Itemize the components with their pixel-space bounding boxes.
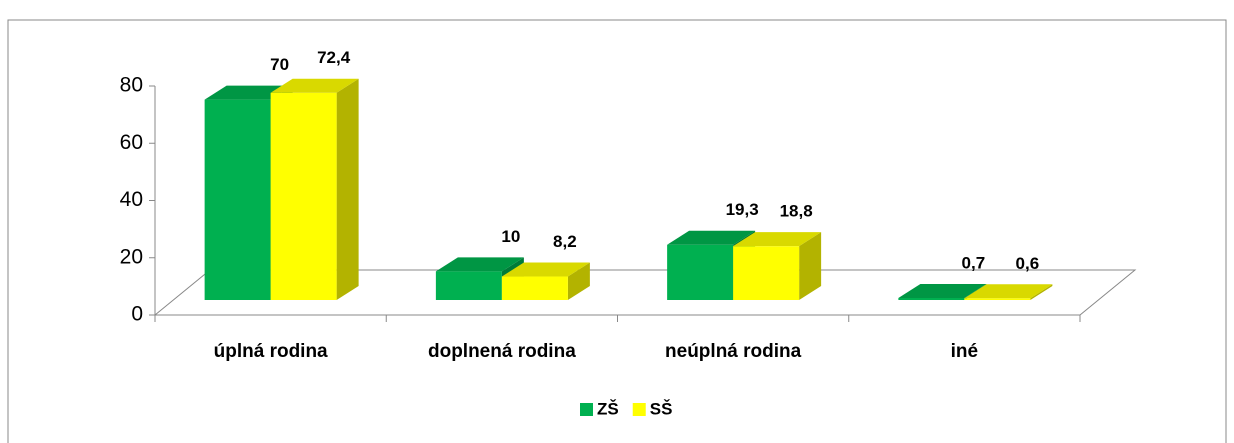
x-tick-label: úplná rodina xyxy=(214,341,328,362)
bar-side xyxy=(799,232,822,300)
y-tick-label: 80 xyxy=(120,74,143,97)
chart-border xyxy=(7,19,1227,443)
x-tick-label: neúplná rodina xyxy=(665,341,802,362)
legend-swatch xyxy=(632,403,646,416)
y-tick-label: 40 xyxy=(120,188,143,211)
value-label: 10 xyxy=(501,227,520,246)
bar xyxy=(270,92,337,300)
bar xyxy=(667,244,734,300)
bar-top xyxy=(667,230,756,245)
bar xyxy=(964,298,1031,300)
value-label: 72,4 xyxy=(317,48,351,67)
bar-top xyxy=(270,78,359,93)
bar-top xyxy=(733,232,822,247)
bar xyxy=(435,271,502,300)
y-tick-label: 60 xyxy=(120,131,143,154)
bar-side xyxy=(1030,284,1053,300)
value-label: 18,8 xyxy=(780,202,813,221)
legend-label: ZŠ xyxy=(597,399,619,418)
legend-swatch xyxy=(580,403,593,416)
bar xyxy=(204,99,271,300)
bar-top xyxy=(435,257,524,272)
bar xyxy=(898,297,965,300)
value-label: 0,7 xyxy=(962,253,986,272)
y-tick-label: 0 xyxy=(131,303,143,326)
y-tick-label: 20 xyxy=(120,245,143,268)
bar-side xyxy=(336,78,359,300)
legend-label: SŠ xyxy=(650,399,673,418)
value-label: 0,6 xyxy=(1016,254,1040,273)
value-label: 70 xyxy=(270,55,289,74)
bar xyxy=(733,246,800,300)
value-label: 19,3 xyxy=(726,200,759,219)
bar-top xyxy=(501,262,590,277)
x-tick-label: iné xyxy=(951,341,978,362)
bar-top xyxy=(964,284,1053,299)
bar-top xyxy=(898,283,987,298)
value-label: 8,2 xyxy=(553,232,577,251)
bar-side xyxy=(567,262,590,300)
bar xyxy=(501,276,568,300)
x-tick-label: doplnená rodina xyxy=(428,341,576,362)
